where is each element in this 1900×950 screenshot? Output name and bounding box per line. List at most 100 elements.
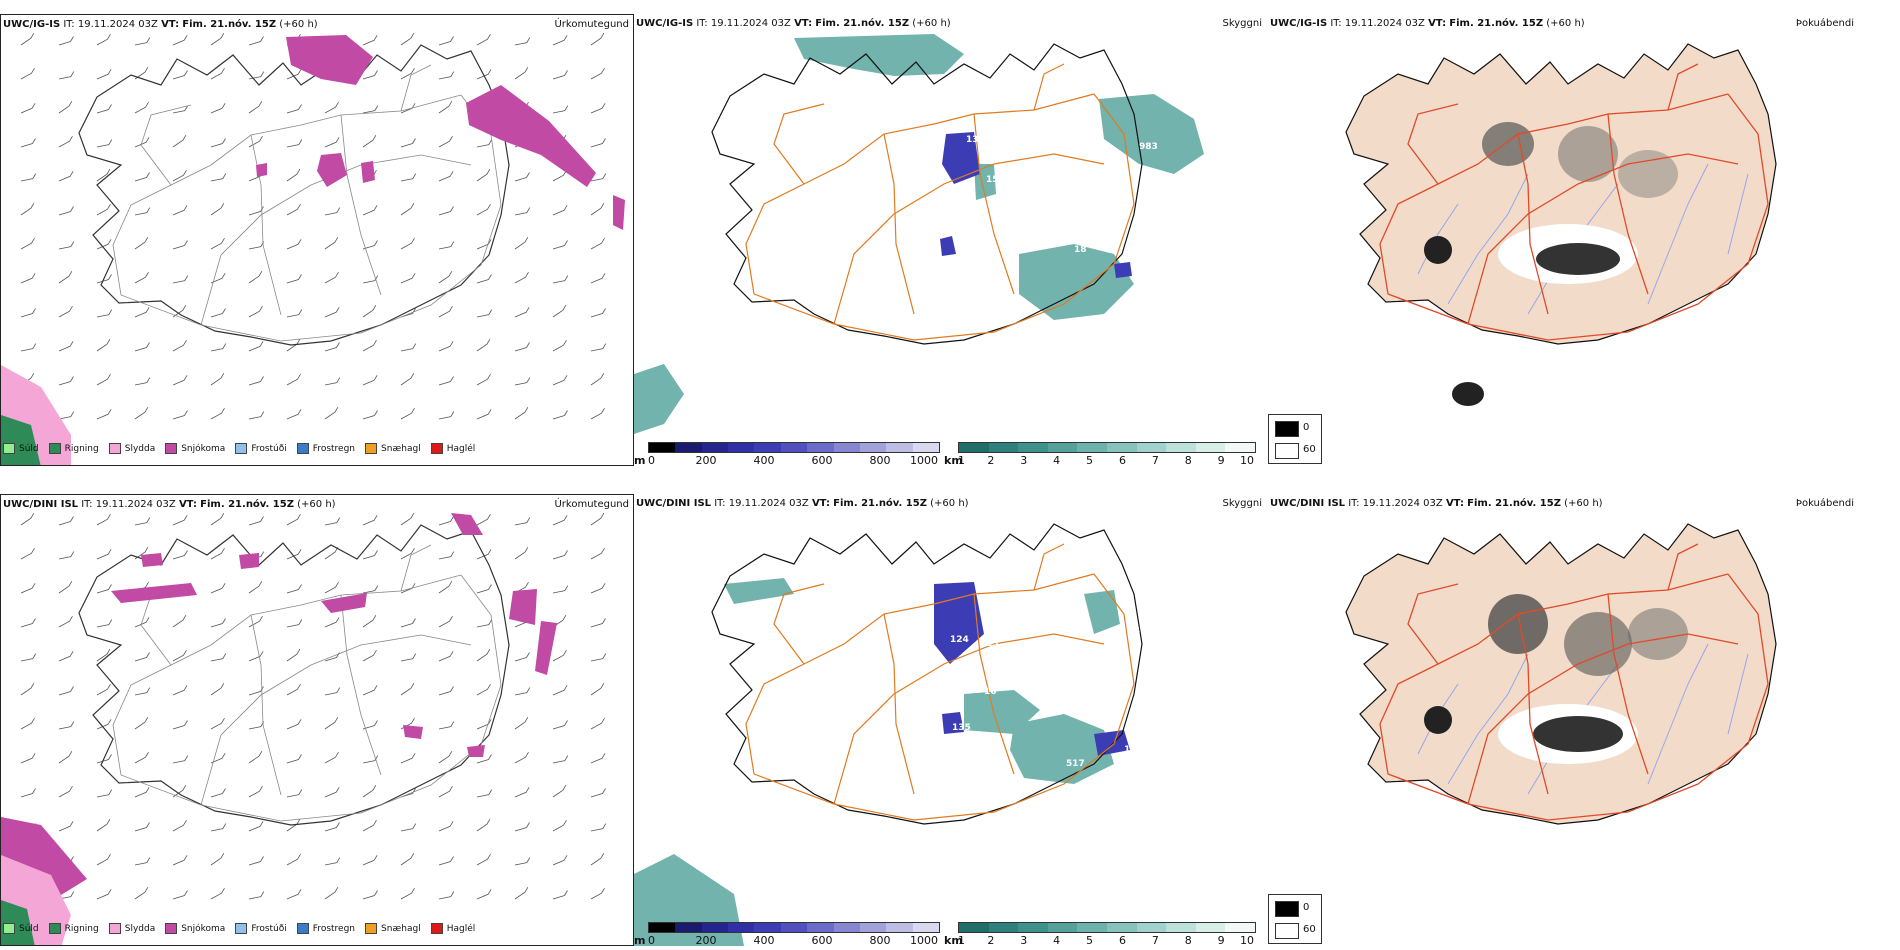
wind-barb bbox=[20, 237, 35, 250]
wind-barb bbox=[552, 240, 568, 250]
wind-barb bbox=[362, 784, 377, 798]
wind-barb bbox=[362, 890, 378, 900]
colorbar-tick: 3 bbox=[1020, 934, 1028, 946]
colorbar-gradient bbox=[648, 922, 940, 933]
legend-item: Snæhagl bbox=[365, 923, 421, 934]
legend-swatch bbox=[165, 443, 178, 454]
wind-barb bbox=[248, 785, 263, 798]
fog-legend-swatch bbox=[1275, 901, 1299, 917]
wind-barb bbox=[172, 720, 188, 730]
wind-barb bbox=[96, 818, 111, 832]
legend-swatch bbox=[430, 923, 443, 934]
wind-barb bbox=[514, 716, 529, 730]
wind-barb bbox=[590, 173, 607, 182]
wind-barb bbox=[248, 750, 263, 764]
panel-label: Þokuábendi bbox=[1795, 18, 1854, 29]
wind-barb bbox=[514, 652, 530, 662]
wind-barb bbox=[438, 615, 453, 628]
wind-barb bbox=[362, 649, 377, 662]
wind-barb bbox=[590, 852, 605, 866]
wind-barb bbox=[58, 100, 73, 114]
wind-barb bbox=[362, 134, 377, 148]
wind-barb bbox=[552, 819, 567, 832]
legend-swatch bbox=[108, 443, 121, 454]
wind-barb bbox=[58, 785, 73, 798]
legend-label: Snæhagl bbox=[381, 923, 421, 934]
wind-barb bbox=[514, 271, 529, 284]
wind-barb bbox=[438, 100, 453, 114]
wind-barb bbox=[514, 406, 529, 420]
legend-item: Snæhagl bbox=[365, 443, 421, 454]
wind-barb bbox=[172, 240, 188, 250]
wind-barb bbox=[400, 343, 417, 352]
visibility-values: 124 15 135 517 191 16 16 5 bbox=[950, 627, 1143, 769]
wind-barb bbox=[400, 753, 416, 764]
wind-barb bbox=[96, 373, 111, 386]
wind-barb bbox=[96, 754, 112, 764]
wind-barb bbox=[438, 71, 455, 80]
colorbar-segment bbox=[1136, 923, 1167, 932]
colorbar-tick: 9 bbox=[1217, 454, 1225, 466]
visibility-value: 15 bbox=[986, 639, 999, 649]
wind-barb bbox=[210, 717, 225, 730]
wind-barb bbox=[476, 818, 491, 832]
wind-barb bbox=[172, 755, 189, 764]
wind-barb bbox=[134, 137, 150, 148]
wind-barb bbox=[210, 67, 225, 80]
visibility-value: 16 bbox=[1058, 213, 1071, 223]
colorbar-segment bbox=[701, 443, 729, 452]
wind-barb bbox=[438, 551, 455, 560]
legend-item: Rigning bbox=[48, 443, 99, 454]
wind-barb bbox=[476, 274, 492, 284]
wind-barb bbox=[438, 651, 454, 662]
wind-barb bbox=[286, 584, 302, 594]
colorbar-unit: m bbox=[634, 934, 646, 946]
wind-barb bbox=[58, 651, 74, 662]
wind-barb bbox=[552, 890, 568, 900]
fog-legend-swatch bbox=[1275, 421, 1299, 437]
legend-swatch bbox=[235, 443, 248, 454]
colorbar-tick: 6 bbox=[1118, 934, 1126, 946]
legend-item: Rigning bbox=[48, 923, 99, 934]
panel-title: UWC/DINI ISL IT: 19.11.2024 03Z VT: Fim.… bbox=[1270, 498, 1603, 509]
wind-barb bbox=[134, 546, 149, 560]
wind-barb bbox=[362, 105, 379, 114]
roads bbox=[1379, 543, 1769, 821]
wind-barb bbox=[324, 617, 340, 628]
wind-barb bbox=[134, 271, 149, 284]
wind-barb bbox=[286, 683, 301, 696]
colorbar-segment bbox=[754, 443, 781, 452]
low-visibility-areas bbox=[940, 132, 1132, 278]
wind-barb bbox=[20, 32, 35, 46]
wind-barb bbox=[248, 36, 264, 46]
wind-barb bbox=[20, 618, 36, 628]
wind-barb bbox=[362, 755, 379, 764]
wind-barb bbox=[248, 270, 263, 284]
colorbar-gradient bbox=[648, 442, 940, 453]
colorbar-unit: m bbox=[634, 454, 646, 466]
visibility-value: 18 bbox=[1074, 245, 1087, 255]
wind-barb bbox=[134, 751, 149, 764]
wind-barb bbox=[590, 788, 606, 798]
wind-barb bbox=[96, 853, 111, 866]
wind-barb bbox=[96, 203, 111, 216]
wind-barb bbox=[210, 682, 225, 696]
wind-barb bbox=[362, 685, 378, 696]
panel-label: Úrkomutegund bbox=[554, 19, 629, 30]
wind-barb bbox=[134, 617, 150, 628]
wind-barb bbox=[58, 750, 73, 764]
wind-barb bbox=[476, 683, 491, 696]
panel-label: Skyggni bbox=[1222, 18, 1262, 29]
wind-barb bbox=[20, 547, 35, 560]
colorbar-segment bbox=[1047, 443, 1078, 452]
wind-barb bbox=[362, 720, 378, 730]
visibility-value: 16 bbox=[984, 687, 997, 697]
visibility-colorbar: km 1 2 3 4 5 6 7 8 9 10 bbox=[944, 442, 1264, 466]
colorbar-gradient bbox=[958, 442, 1256, 453]
colorbar-tick: 7 bbox=[1151, 934, 1159, 946]
wind-barb bbox=[210, 887, 225, 900]
fog-legend-label: 0 bbox=[1303, 422, 1310, 433]
wind-barb bbox=[172, 515, 188, 526]
wind-barb bbox=[58, 411, 75, 420]
wind-barb bbox=[552, 375, 568, 386]
